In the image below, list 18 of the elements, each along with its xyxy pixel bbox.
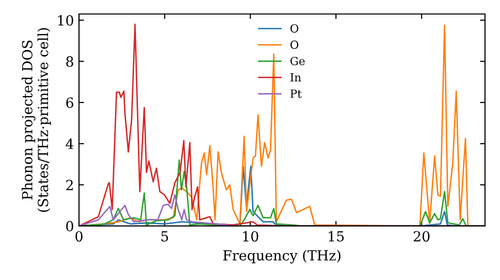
legend-label: Ge: [290, 56, 305, 66]
x-tick-label: 5: [161, 231, 168, 242]
y-tick-label: 2: [66, 180, 73, 190]
legend-label: O: [290, 40, 298, 49]
y-tick-label: 10: [58, 15, 74, 26]
x-tick-label: 10: [243, 231, 258, 242]
y-tick-label: 8: [66, 56, 74, 67]
legend-label: O: [290, 24, 298, 33]
y-tick-label: 4: [66, 138, 74, 149]
x-axis-title: Frequency (THz): [223, 250, 340, 264]
x-tick-label: 0: [75, 231, 82, 242]
x-tick-label: 20: [414, 231, 430, 242]
legend-label: Pt: [290, 90, 302, 98]
legend-label: In: [290, 73, 302, 82]
y-tick-label: 6: [66, 97, 74, 108]
x-tick-label: 15: [328, 231, 344, 242]
y-axis-title: Phonon projected DOS (States/THz·primitive cell): [22, 28, 51, 212]
y-tick-label: 0: [66, 220, 74, 232]
